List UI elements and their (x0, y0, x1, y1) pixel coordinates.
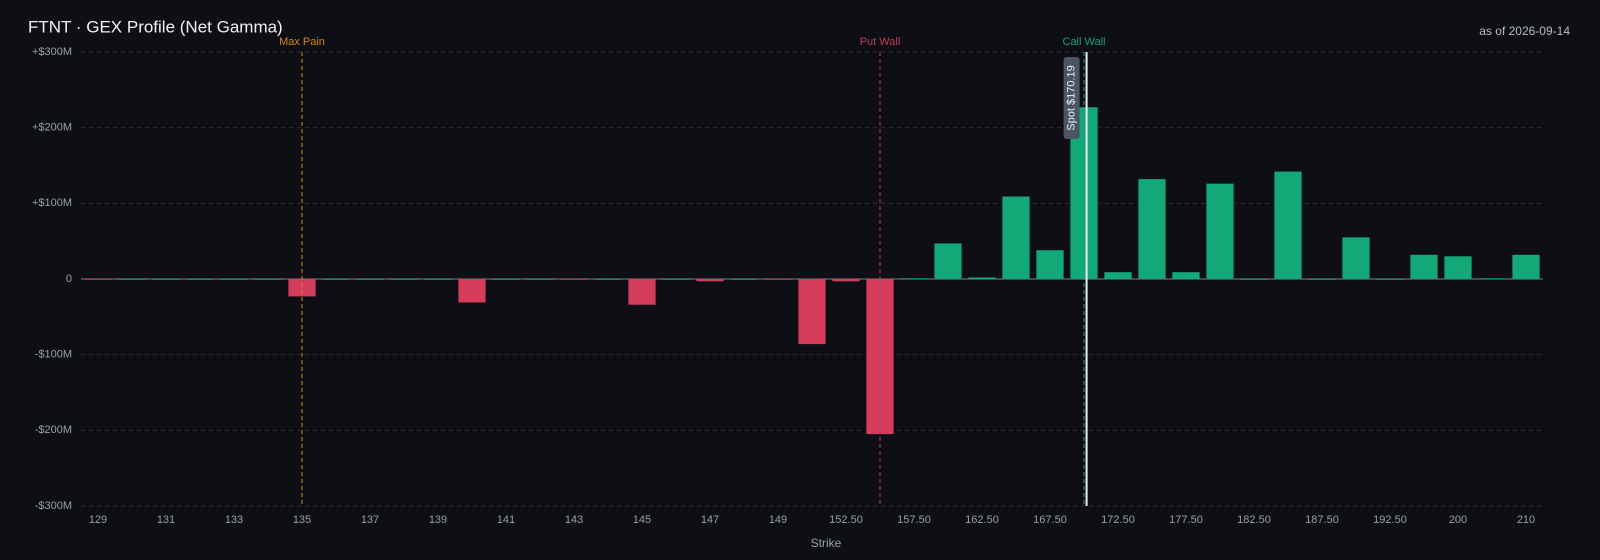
bar (560, 279, 588, 280)
bar (84, 279, 112, 280)
x-tick-label: 152.50 (829, 514, 863, 526)
reference-label: Call Wall (1063, 36, 1106, 48)
bar (1206, 183, 1234, 279)
x-tick-label: 192.50 (1373, 514, 1407, 526)
bar (1172, 272, 1200, 279)
reference-label: Max Pain (279, 36, 325, 48)
x-axis-title: Strike (811, 536, 842, 550)
x-tick-label: 149 (769, 514, 787, 526)
y-tick-label: +$200M (32, 122, 72, 134)
bar (1444, 256, 1472, 279)
x-tick-label: 210 (1517, 514, 1535, 526)
bar (764, 279, 792, 280)
x-tick-label: 177.50 (1169, 514, 1203, 526)
bar (1410, 254, 1438, 279)
bar (1036, 250, 1064, 279)
x-tick-label: 162.50 (965, 514, 999, 526)
bar (288, 279, 316, 297)
bar (730, 279, 758, 280)
x-tick-label: 182.50 (1237, 514, 1271, 526)
bar (662, 279, 690, 280)
bar (322, 279, 350, 280)
bar (390, 279, 418, 280)
y-tick-label: 0 (66, 273, 72, 285)
bar (1138, 179, 1166, 279)
bar (526, 279, 554, 280)
bar (832, 279, 860, 282)
subtitle: as of 2026-09-14 (1479, 24, 1570, 38)
bar (152, 279, 180, 280)
bar (1104, 272, 1132, 279)
bar (492, 279, 520, 280)
bar (1002, 196, 1030, 279)
spot-badge (1063, 57, 1080, 139)
x-tick-label: 172.50 (1101, 514, 1135, 526)
x-tick-label: 139 (429, 514, 447, 526)
bar (186, 279, 214, 280)
x-tick-label: 143 (565, 514, 583, 526)
x-tick-label: 145 (633, 514, 651, 526)
x-tick-label: 157.50 (897, 514, 931, 526)
y-tick-label: +$100M (32, 197, 72, 209)
bar (1342, 237, 1370, 279)
bar (356, 279, 384, 280)
bar (1240, 279, 1268, 280)
x-tick-label: 141 (497, 514, 515, 526)
bar (696, 279, 724, 282)
bar (968, 277, 996, 279)
chart-title: FTNT · GEX Profile (Net Gamma) (28, 17, 283, 36)
x-tick-label: 135 (293, 514, 311, 526)
x-tick-label: 137 (361, 514, 379, 526)
bar (220, 279, 248, 280)
y-tick-label: -$200M (35, 424, 72, 436)
x-tick-label: 147 (701, 514, 719, 526)
x-tick-label: 131 (157, 514, 175, 526)
bar (1512, 254, 1540, 279)
reference-label: Put Wall (860, 36, 901, 48)
y-tick-label: -$300M (35, 500, 72, 512)
spot-label: Spot $170.19 (1065, 65, 1077, 130)
bar (1376, 279, 1404, 280)
x-tick-label: 187.50 (1305, 514, 1339, 526)
y-tick-label: -$100M (35, 349, 72, 361)
bar (1274, 171, 1302, 279)
x-tick-label: 200 (1449, 514, 1467, 526)
bar (254, 279, 282, 280)
bar (628, 279, 656, 305)
x-tick-label: 133 (225, 514, 243, 526)
bar (594, 279, 622, 280)
bar (798, 279, 826, 345)
y-tick-label: +$300M (32, 46, 72, 58)
bar (1308, 279, 1336, 280)
x-tick-label: 167.50 (1033, 514, 1067, 526)
bar (900, 278, 928, 280)
bar (934, 243, 962, 279)
bar (424, 279, 452, 280)
bar (458, 279, 486, 303)
bar (118, 279, 146, 280)
bar (1478, 278, 1506, 280)
x-tick-label: 129 (89, 514, 107, 526)
